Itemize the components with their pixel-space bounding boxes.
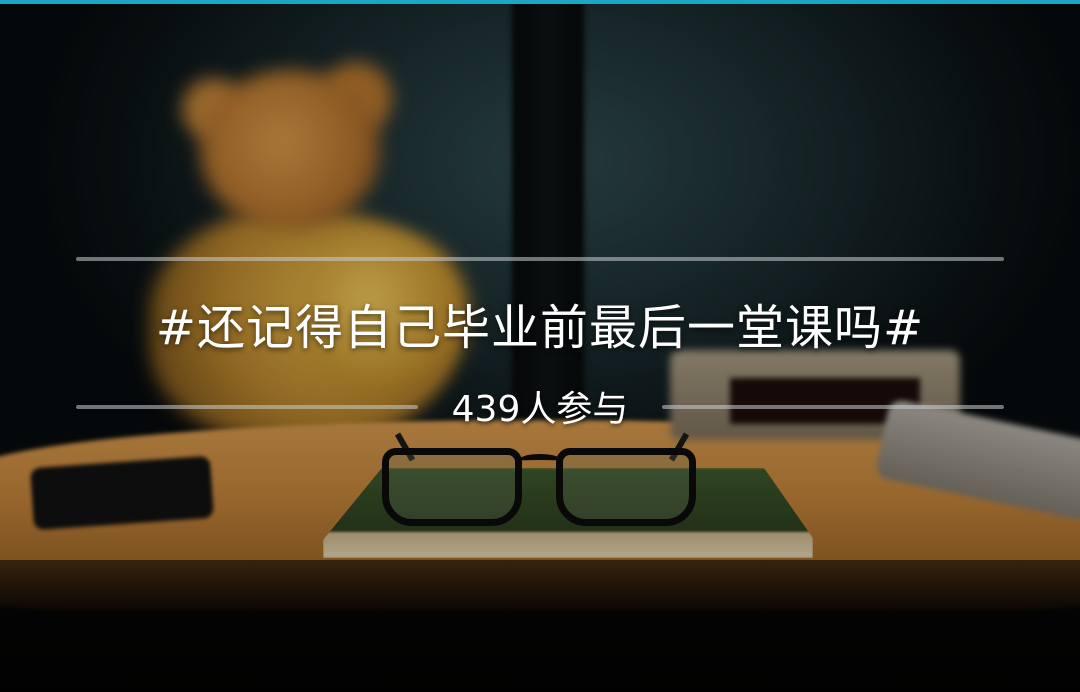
divider-bottom-right (662, 405, 1004, 409)
lamp-pole (512, 0, 584, 430)
teddy-bear-head (200, 70, 380, 230)
topic-title[interactable]: #还记得自己毕业前最后一堂课吗# (155, 300, 925, 356)
desk-shadow (0, 560, 1080, 692)
divider-bottom-left (76, 405, 418, 409)
glasses-lens-right (556, 448, 696, 526)
top-accent-bar (0, 0, 1080, 4)
divider-top (76, 257, 1004, 261)
glasses-lens-left (382, 448, 522, 526)
participants-count: 439人参与 (451, 389, 629, 430)
glasses-bridge (518, 454, 562, 468)
eyeglasses (380, 430, 700, 530)
